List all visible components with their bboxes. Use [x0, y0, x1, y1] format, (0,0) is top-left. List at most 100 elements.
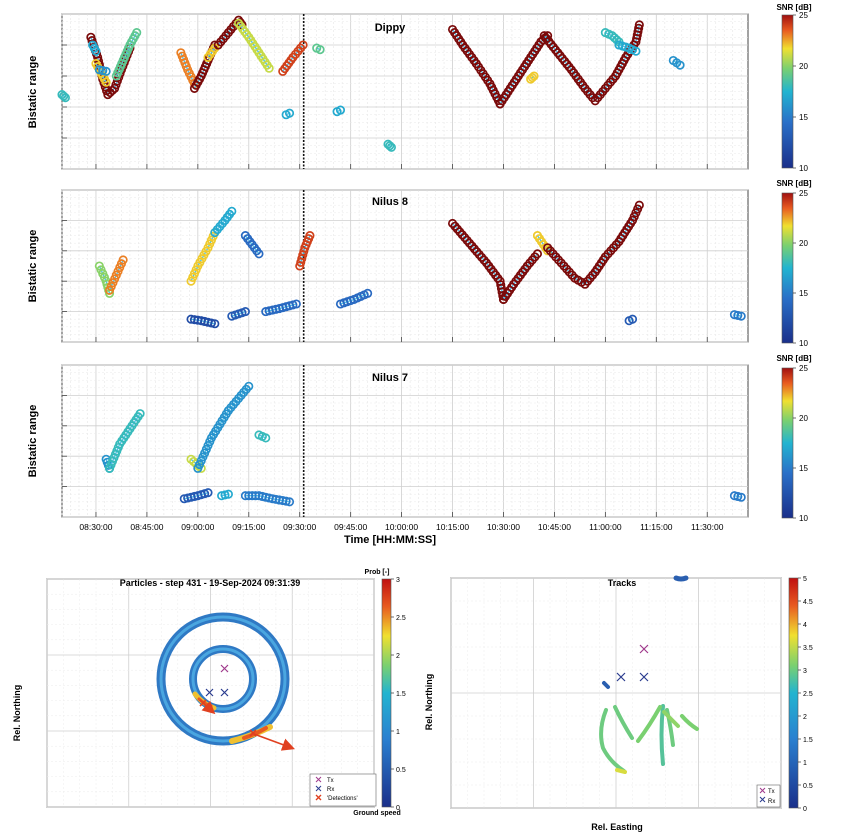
colorbar-tick-label: 2.5 — [396, 615, 406, 622]
colorbar-tick-label: 2.5 — [803, 691, 813, 698]
data-point — [254, 249, 264, 259]
colorbar-tick-label: 2 — [803, 714, 807, 721]
data-point — [634, 20, 644, 30]
data-point — [291, 299, 301, 309]
panel-title: Tracks — [608, 578, 637, 588]
track — [680, 714, 699, 731]
x-tick-label: 08:30:00 — [79, 522, 112, 532]
colorbar-tick-label: 20 — [799, 414, 808, 423]
data-point — [363, 288, 373, 298]
plot-area — [61, 189, 749, 343]
plot-area — [61, 13, 749, 170]
data-point — [240, 307, 250, 317]
x-tick-label: 10:15:00 — [436, 522, 469, 532]
track — [615, 768, 627, 774]
x-tick-label: 08:45:00 — [130, 522, 163, 532]
track — [636, 705, 662, 743]
colorbar-tick-label: 1.5 — [396, 691, 406, 698]
colorbar-tick-label: 10 — [799, 514, 808, 523]
colorbar-label: SNR [dB] — [776, 179, 811, 188]
grid — [61, 364, 748, 518]
data-point — [210, 319, 220, 329]
panel-nilus-8: Nilus 8 Bistatic range SNR [dB] 10 15 20 25 — [27, 179, 812, 348]
colorbar-ticks: 0 0.5 1 1.5 2 2.5 3 — [391, 577, 406, 812]
x-axis-label: Time [HH:MM:SS] — [344, 534, 436, 546]
grid — [450, 577, 782, 809]
data-point — [244, 381, 254, 391]
x-tick-label: 11:00:00 — [589, 522, 622, 532]
y-axis-label: Rel. Northing — [424, 674, 434, 731]
y-axis-label: Bistatic range — [27, 405, 39, 478]
x-tick-label: 09:00:00 — [181, 522, 214, 532]
track — [602, 681, 610, 689]
data-point — [315, 45, 325, 55]
colorbar-tick-label: 15 — [799, 289, 808, 298]
colorbar — [381, 578, 392, 808]
legend-ground-speed: Ground speed — [353, 810, 400, 817]
colorbar-label: SNR [dB] — [776, 3, 811, 12]
data-point — [298, 40, 308, 50]
colorbar-tick-label: 20 — [799, 239, 808, 248]
panel-title: Nilus 8 — [372, 196, 408, 208]
legend-detections: 'Detections' — [327, 796, 358, 802]
colorbar-ticks: 10 15 20 25 — [793, 364, 808, 523]
panel-title: Nilus 7 — [372, 372, 408, 384]
data-point — [527, 73, 537, 83]
track — [613, 705, 634, 740]
data-point — [132, 28, 142, 38]
track-line — [108, 413, 141, 469]
data-point — [281, 496, 291, 506]
track — [662, 710, 680, 728]
data-point — [118, 255, 128, 265]
colorbar-tick-label: 0 — [803, 806, 807, 813]
data-point — [60, 93, 70, 103]
rx-marker — [616, 672, 649, 682]
inner-ring-core — [191, 647, 255, 711]
track — [599, 708, 626, 773]
colorbar-tick-label: 3 — [803, 668, 807, 675]
colorbar-tick-label: 4.5 — [803, 599, 813, 606]
colorbar-tick-label: 2 — [396, 653, 400, 660]
colorbar-tick-label: 10 — [799, 164, 808, 173]
y-axis-label: Bistatic range — [27, 230, 39, 303]
detections — [199, 699, 296, 751]
track-line — [238, 22, 270, 69]
colorbar-tick-label: 0 — [396, 805, 400, 812]
data-point — [529, 71, 539, 81]
colorbar-tick-label: 0.5 — [396, 767, 406, 774]
x-tick-labels: 08:30:00 08:45:00 09:00:00 09:15:00 09:30:00… — [79, 522, 723, 532]
y-axis-label: Bistatic range — [27, 56, 39, 129]
data-point — [101, 77, 111, 87]
colorbar-tick-label: 5 — [803, 576, 807, 583]
data-point — [135, 409, 145, 419]
colorbar — [781, 14, 794, 169]
ground-speed-arrow — [201, 700, 216, 715]
colorbar-tick-label: 25 — [799, 364, 808, 373]
data-point — [284, 497, 295, 507]
data-layer — [94, 190, 746, 342]
data-point — [305, 231, 315, 241]
x-tick-label: 10:45:00 — [538, 522, 571, 532]
colorbar-ticks: 0 0.5 1 1.5 2 2.5 3 3.5 4 4.5 5 — [798, 576, 813, 813]
colorbar-tick-label: 0.5 — [803, 783, 813, 790]
colorbar — [781, 367, 794, 519]
data-point — [612, 35, 622, 45]
colorbar-label: SNR [dB] — [776, 354, 811, 363]
colorbar-ticks: 10 15 20 25 — [793, 11, 808, 173]
track-line — [207, 47, 216, 58]
colorbar-tick-label: 1.5 — [803, 737, 813, 744]
ground-speed-arrow — [253, 733, 296, 751]
track — [673, 575, 689, 582]
colorbar-tick-label: 4 — [803, 622, 807, 629]
tx-marker — [220, 664, 229, 673]
data-point — [634, 23, 644, 33]
data-point — [101, 66, 111, 76]
data-point — [736, 492, 746, 502]
data-point — [631, 46, 641, 56]
data-point — [91, 46, 101, 56]
data-point — [223, 489, 233, 499]
panel-tracks: Tracks Rel. Northing Rel. Easting 0 0.5 1 1… — [424, 575, 813, 832]
particle-rings — [156, 612, 290, 746]
x-tick-label: 10:30:00 — [487, 522, 520, 532]
colorbar-tick-label: 3.5 — [803, 645, 813, 652]
